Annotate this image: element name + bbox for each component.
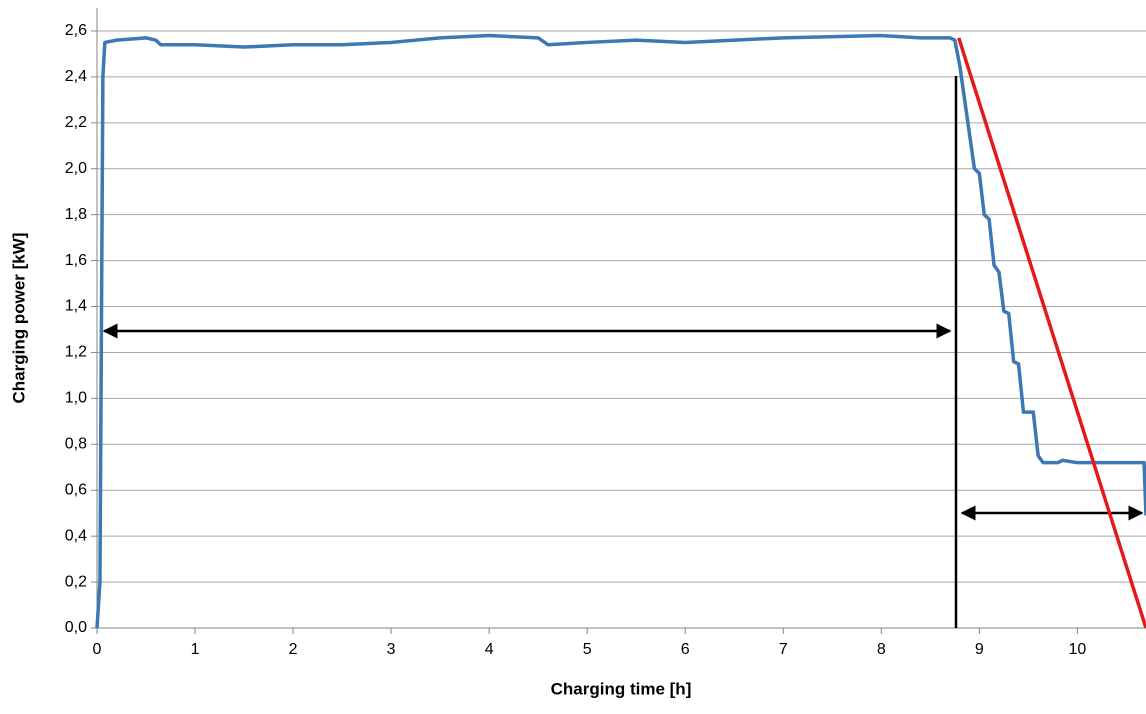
y-tick-label: 1,4 (65, 298, 87, 315)
x-axis-title: Charging time [h] (551, 679, 692, 698)
x-tick-label: 1 (191, 641, 200, 658)
y-tick-label: 0,2 (65, 573, 87, 590)
x-tick-label: 9 (975, 641, 984, 658)
y-tick-label: 2,4 (65, 68, 87, 85)
series-line (957, 37, 1146, 629)
x-tick-label: 6 (681, 641, 690, 658)
y-tick-label: 2,6 (65, 22, 87, 39)
y-tick-label: 0,4 (65, 527, 87, 544)
y-axis-title: Charging power [kW] (9, 233, 28, 404)
x-tick-label: 3 (387, 641, 396, 658)
y-tick-label: 2,2 (65, 114, 87, 131)
y-tick-label: 0,0 (65, 619, 87, 636)
x-tick-label: 8 (877, 641, 886, 658)
y-tick-label: 1,8 (65, 206, 87, 223)
x-tick-label: 7 (779, 641, 788, 658)
x-tick-label: 5 (583, 641, 592, 658)
y-tick-label: 1,2 (65, 344, 87, 361)
y-tick-label: 0,8 (65, 436, 87, 453)
x-tick-label: 4 (485, 641, 494, 658)
y-tick-label: 1,0 (65, 390, 87, 407)
series-line (95, 33, 1146, 629)
x-tick-label: 10 (1068, 641, 1086, 658)
y-tick-label: 1,6 (65, 252, 87, 269)
y-tick-label: 0,6 (65, 481, 87, 498)
y-tick-label: 2,0 (65, 160, 87, 177)
x-tick-label: 0 (93, 641, 102, 658)
x-tick-label: 2 (289, 641, 298, 658)
